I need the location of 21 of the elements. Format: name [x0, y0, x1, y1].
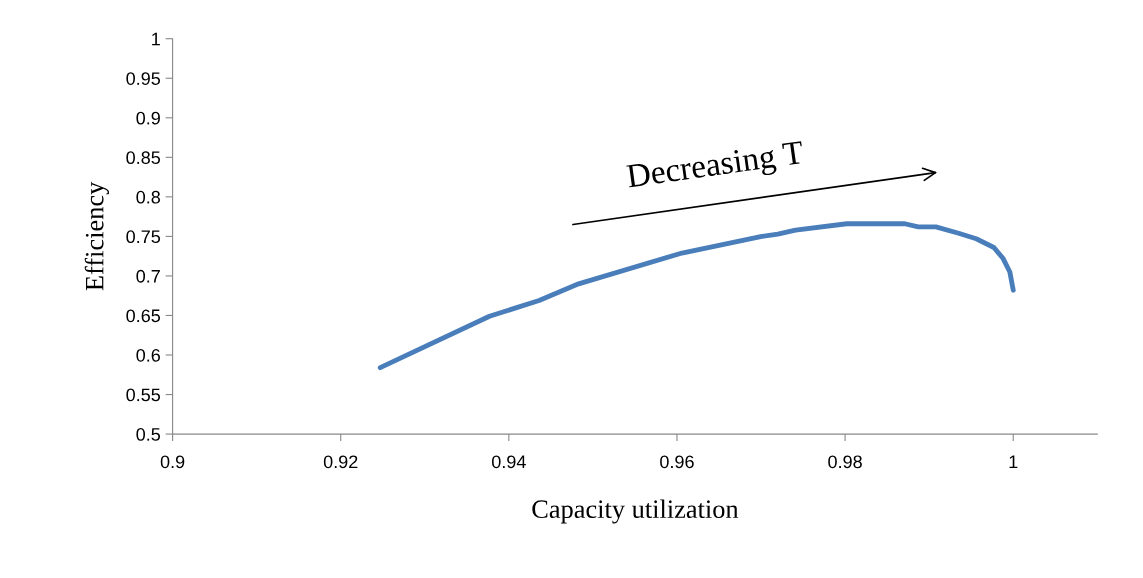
y-tick-label: 0.5 — [136, 428, 161, 441]
line-series — [377, 221, 1016, 371]
x-tick-label: 0.96 — [660, 455, 694, 469]
y-tick-label: 0.75 — [126, 230, 161, 244]
y-axis-title: Efficiency — [84, 181, 109, 291]
x-tick-label: 0.94 — [491, 455, 526, 469]
x-axis-title: Capacity utilization — [532, 499, 739, 524]
y-tick-label: 0.6 — [136, 348, 160, 362]
annotation: Decreasing T — [626, 140, 806, 195]
y-tick-label: 0.9 — [136, 111, 160, 125]
y-tick-label: 0.7 — [136, 269, 160, 283]
y-tick-label: 0.8 — [136, 190, 160, 204]
y-tick-label: 1 — [152, 32, 160, 46]
y-tick-label: 0.95 — [126, 72, 161, 85]
x-tick-label: 1 — [1009, 455, 1018, 468]
y-tick-label: 0.85 — [126, 151, 161, 165]
y-tick-label: 0.65 — [126, 309, 161, 323]
x-tick-label: 0.92 — [323, 455, 358, 469]
x-tick-label: 0.98 — [828, 455, 862, 469]
y-tick-label: 0.55 — [126, 388, 161, 402]
x-tick-label: 0.9 — [160, 455, 185, 469]
